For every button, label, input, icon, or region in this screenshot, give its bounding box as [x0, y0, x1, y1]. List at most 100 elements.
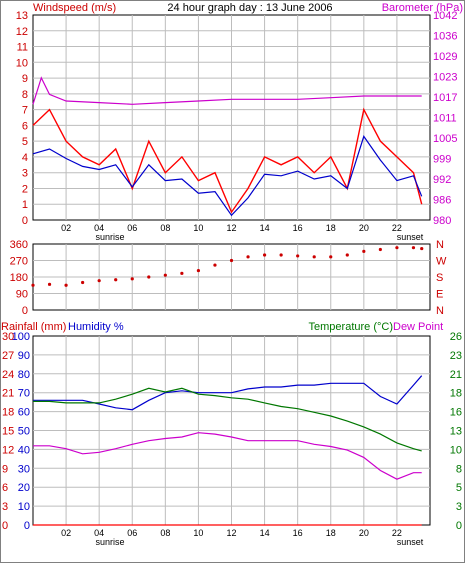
direction-point [378, 247, 382, 252]
direction-tick: 180 [10, 272, 28, 284]
wind-series [32, 76, 423, 217]
barometer-tick: 1017 [433, 92, 457, 104]
hour-tick: 22 [392, 223, 402, 233]
hour-tick: 16 [293, 223, 303, 233]
windspeed-axis-label: Windspeed (m/s) [33, 2, 116, 14]
direction-tick: 360 [10, 239, 28, 251]
direction-point [81, 280, 85, 285]
direction-points [31, 246, 424, 287]
humidity-tick: 0 [24, 520, 30, 532]
direction-tick: 270 [10, 256, 28, 268]
windspeed-line [32, 107, 423, 214]
rain-tick: 9 [2, 463, 8, 475]
temperature-tick: 3 [456, 501, 462, 513]
direction-point [130, 277, 134, 281]
direction-point [213, 263, 217, 267]
sunrise-label-lower: sunrise [95, 537, 124, 547]
temperature-tick: 16 [450, 407, 462, 419]
direction-point [229, 258, 234, 263]
rainfall-axis-label: Rainfall (mm) [1, 321, 66, 333]
humidity-tick: 70 [18, 388, 30, 400]
hour-tick: 20 [359, 223, 369, 233]
rain-tick: 3 [2, 501, 8, 513]
barometer-tick: 980 [433, 215, 451, 227]
windspeed-tick: 1 [22, 199, 28, 211]
barometer-tick: 1005 [433, 133, 457, 145]
rain-tick: 18 [2, 407, 14, 419]
sunset-label: sunset [397, 232, 424, 242]
direction-point [97, 279, 101, 283]
direction-point [114, 278, 118, 282]
hour-tick: 14 [260, 528, 270, 538]
direction-point [345, 253, 349, 257]
dewpoint-line [33, 432, 422, 480]
humidity-tick: 60 [18, 407, 30, 419]
direction-tick: 90 [16, 289, 28, 301]
hour-tick: 04 [94, 223, 104, 233]
hour-tick: 12 [226, 528, 236, 538]
barometer-tick: 1029 [433, 51, 457, 63]
rain-tick: 21 [2, 388, 14, 400]
windspeed-tick: 7 [22, 105, 28, 117]
humidity-tick: 80 [18, 369, 30, 381]
hour-tick: 06 [127, 528, 137, 538]
humidity-tick: 30 [18, 463, 30, 475]
direction-point [420, 246, 424, 251]
direction-point [395, 246, 399, 250]
temp-grid [33, 336, 430, 525]
barometer-y-ticks: 980 986 992 999 1005 1011 1017 1023 1029 1036 1042 [433, 10, 457, 227]
temp-x-ticks: 02 04 06 08 10 12 14 16 18 20 22 [61, 528, 402, 538]
rain-humidity-y-ticks: 0 10 20 30 40 50 60 70 80 90 100 0 3 6 9 12 15 18 21 24 27 30 [2, 331, 30, 532]
direction-point [279, 253, 283, 257]
windspeed-tick: 10 [16, 57, 28, 69]
direction-point [163, 273, 167, 277]
barometer-axis-label: Barometer (hPa) [382, 2, 463, 14]
rain-tick: 0 [2, 520, 8, 532]
hour-tick: 18 [326, 223, 336, 233]
direction-point [246, 255, 250, 259]
hour-tick: 02 [61, 223, 71, 233]
windspeed-tick: 13 [16, 10, 28, 22]
windspeed-tick: 3 [22, 168, 28, 180]
compass-tick: E [436, 289, 443, 301]
direction-point [147, 275, 151, 279]
hour-tick: 02 [61, 528, 71, 538]
hour-tick: 20 [359, 528, 369, 538]
rain-tick: 30 [2, 331, 14, 343]
compass-tick: N [436, 239, 444, 251]
direction-point [296, 254, 300, 258]
windspeed-tick: 6 [22, 120, 28, 132]
hour-tick: 06 [127, 223, 137, 233]
direction-point [64, 283, 68, 287]
direction-point [262, 253, 267, 257]
windspeed-tick: 12 [16, 26, 28, 38]
temperature-tick: 23 [450, 350, 462, 362]
direction-y-ticks: 0 90 180 270 360 [10, 239, 28, 317]
humidity-tick: 100 [12, 331, 30, 343]
windspeed-tick: 8 [22, 89, 28, 101]
hour-tick: 18 [326, 528, 336, 538]
windspeed-tick: 11 [17, 42, 28, 54]
hour-tick: 04 [94, 528, 104, 538]
rain-tick: 15 [2, 426, 14, 438]
windspeed-tick: 9 [22, 73, 28, 85]
wind-x-ticks: 02 04 06 08 10 12 14 16 18 20 22 [61, 223, 402, 233]
sunrise-label: sunrise [95, 232, 124, 242]
hour-tick: 10 [193, 223, 203, 233]
temperature-tick: 18 [450, 388, 462, 400]
barometer-tick: 1023 [433, 72, 457, 84]
rain-tick: 12 [2, 444, 14, 456]
compass-tick: N [436, 305, 444, 317]
temperature-tick: 13 [450, 426, 462, 438]
direction-point [362, 249, 366, 253]
compass-tick: S [436, 272, 443, 284]
dewpoint-axis-label: Dew Point [393, 321, 443, 333]
direction-point [47, 282, 52, 286]
wind-average-line [32, 135, 423, 217]
temperature-tick: 0 [456, 520, 462, 532]
